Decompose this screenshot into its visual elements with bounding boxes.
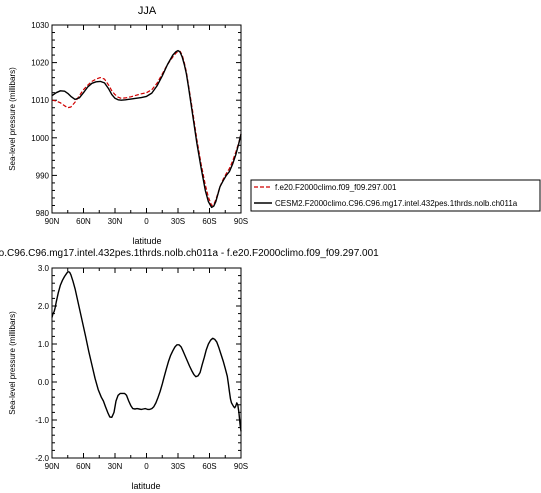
bottom-x-tick-label: 60N xyxy=(76,462,91,471)
top-series-line-1 xyxy=(51,49,242,209)
bottom-y-axis-label: Sea-level pressure (millibars) xyxy=(8,311,17,415)
bottom-x-axis-label: latitude xyxy=(131,481,160,491)
bottom-plot-layer: 90N 60N 30N 0 30S 60S 90S -2.0 -1.0 0.0 1.0 2.0 3.0 xyxy=(35,264,248,471)
bottom-y-tick-label: 2.0 xyxy=(38,302,50,311)
top-y-axis-label: Sea-level pressure (millibars) xyxy=(8,67,17,171)
top-plot-frame xyxy=(51,24,242,214)
top-y-tick-label: 990 xyxy=(36,171,50,180)
bottom-y-tick-label: 3.0 xyxy=(38,264,50,273)
bottom-x-tick-label: 0 xyxy=(144,462,149,471)
bottom-y-tick-label: -2.0 xyxy=(35,454,49,463)
top-y-tick-label: 1030 xyxy=(31,21,49,30)
bottom-x-tick-label: 30S xyxy=(171,462,185,471)
top-x-axis-label: latitude xyxy=(132,236,161,246)
bottom-x-tick-label: 90N xyxy=(45,462,60,471)
legend: f.e20.F2000climo.f09_f09.297.001 CESM2.F… xyxy=(250,179,541,212)
bottom-x-tick-label: 30N xyxy=(108,462,123,471)
top-series-line-0 xyxy=(51,50,242,207)
top-x-tick-label: 60S xyxy=(202,217,216,226)
top-y-tick-label: 980 xyxy=(36,209,50,218)
top-plot-layer: 90N 60N 30N 0 30S 60S 90S 980 990 1000 1010 1020 103… xyxy=(31,21,248,226)
top-x-tick-label: 30S xyxy=(171,217,185,226)
top-panel: JJA 90N 60N 30N 0 30S 60S 90S 980 990 1000 1010 102… xyxy=(8,5,248,246)
top-x-tick-label: 0 xyxy=(144,217,149,226)
bottom-y-tick-label: 0.0 xyxy=(38,378,50,387)
bottom-title: CESM2.F2000climo.C96.C96.mg17.intel.432p… xyxy=(0,248,379,259)
legend-box xyxy=(250,179,541,212)
bottom-x-tick-label: 60S xyxy=(202,462,216,471)
bottom-series-line-0 xyxy=(51,271,242,432)
legend-label-series-1: CESM2.F2000climo.C96.C96.mg17.intel.432p… xyxy=(275,199,518,208)
bottom-y-tick-label: -1.0 xyxy=(35,416,49,425)
top-title: JJA xyxy=(138,5,157,17)
bottom-x-tick-label: 90S xyxy=(234,462,248,471)
top-x-tick-label: 90N xyxy=(45,217,60,226)
legend-label-series-0: f.e20.F2000climo.f09_f09.297.001 xyxy=(275,183,397,192)
top-x-tick-label: 90S xyxy=(234,217,248,226)
top-y-tick-label: 1000 xyxy=(31,134,49,143)
bottom-y-tick-label: 1.0 xyxy=(38,340,50,349)
bottom-plot-frame xyxy=(51,267,242,459)
top-x-tick-label: 60N xyxy=(76,217,91,226)
top-y-tick-label: 1010 xyxy=(31,96,49,105)
top-y-tick-label: 1020 xyxy=(31,59,49,68)
top-x-tick-label: 30N xyxy=(108,217,123,226)
bottom-panel: CESM2.F2000climo.C96.C96.mg17.intel.432p… xyxy=(0,248,379,491)
